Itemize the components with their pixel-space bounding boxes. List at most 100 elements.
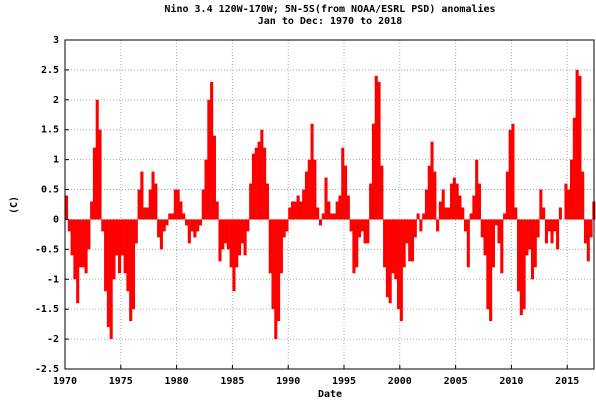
bar xyxy=(215,201,219,220)
bar xyxy=(226,219,230,250)
bar xyxy=(380,165,384,220)
bar xyxy=(176,189,180,220)
bar xyxy=(544,219,548,244)
bar xyxy=(505,171,509,220)
bar xyxy=(148,189,152,220)
y-tick-label: -2.5 xyxy=(35,364,59,375)
bar xyxy=(341,147,345,220)
x-tick-label: 2000 xyxy=(388,376,412,387)
bar xyxy=(313,159,317,220)
bar xyxy=(237,219,242,256)
bar xyxy=(106,219,110,328)
y-tick-label: 3 xyxy=(53,35,59,46)
bar xyxy=(73,219,77,280)
x-tick-label: 2015 xyxy=(555,376,579,387)
bar xyxy=(263,147,267,220)
bar xyxy=(316,207,320,220)
bar xyxy=(249,183,253,220)
bar xyxy=(129,219,133,322)
bar xyxy=(385,219,389,298)
bar xyxy=(463,219,468,232)
bar xyxy=(547,219,551,232)
bar xyxy=(519,219,523,316)
bar xyxy=(338,195,342,220)
bar xyxy=(115,219,119,256)
bar xyxy=(450,183,454,220)
bar xyxy=(570,159,574,220)
plot-frame xyxy=(64,39,595,370)
bar xyxy=(145,207,150,220)
bar xyxy=(332,213,336,220)
bar xyxy=(240,219,244,244)
bar xyxy=(165,219,169,226)
bar xyxy=(511,123,515,220)
bar xyxy=(92,147,96,220)
x-tick-label: 1980 xyxy=(165,376,189,387)
bar xyxy=(494,219,498,226)
bar xyxy=(288,207,292,220)
bar xyxy=(187,219,191,244)
bar xyxy=(539,189,543,220)
bar xyxy=(503,213,507,220)
bar xyxy=(530,219,535,280)
bar xyxy=(251,153,256,220)
bar xyxy=(447,207,451,220)
bar xyxy=(419,219,423,232)
bar xyxy=(550,219,554,244)
bar xyxy=(583,219,588,244)
bar xyxy=(210,81,214,220)
bar xyxy=(196,219,200,232)
x-tick-label: 1995 xyxy=(332,376,356,387)
bar xyxy=(67,219,71,232)
bar xyxy=(212,135,216,220)
y-tick-label: -0.5 xyxy=(35,244,59,255)
bar xyxy=(355,219,359,268)
bar xyxy=(438,201,442,220)
bar xyxy=(391,219,395,274)
bar xyxy=(558,207,562,220)
bar xyxy=(310,123,314,220)
bar xyxy=(123,219,127,274)
bar xyxy=(140,171,144,220)
bar xyxy=(452,177,456,220)
bar xyxy=(198,219,203,226)
bar xyxy=(458,195,462,220)
bar xyxy=(282,219,286,238)
bar xyxy=(307,159,311,220)
bar xyxy=(352,219,356,274)
chart-subtitle: Jan to Dec: 1970 to 2018 xyxy=(258,16,403,27)
bar xyxy=(349,219,353,232)
bar xyxy=(95,99,99,220)
bar xyxy=(159,219,163,250)
bar xyxy=(98,129,102,220)
bar xyxy=(402,219,406,268)
chart-title: Nino 3.4 120W-170W; 5N-5S(from NOAA/ESRL… xyxy=(164,3,495,15)
bar xyxy=(207,99,211,220)
bar xyxy=(578,75,582,220)
bar xyxy=(109,219,113,340)
y-tick-label: 2.5 xyxy=(41,65,59,76)
bar xyxy=(377,81,381,220)
bar xyxy=(293,201,297,220)
bar xyxy=(433,171,437,220)
bar xyxy=(410,219,415,262)
bar xyxy=(90,201,94,220)
x-tick-label: 1990 xyxy=(276,376,300,387)
bar xyxy=(131,219,136,310)
x-tick-label: 1970 xyxy=(53,376,77,387)
bar xyxy=(455,183,459,220)
bar xyxy=(581,171,585,220)
bar xyxy=(134,219,138,244)
bar xyxy=(383,219,387,268)
bar xyxy=(190,219,194,232)
bar xyxy=(112,219,116,280)
bar xyxy=(173,189,177,220)
x-tick-label: 2005 xyxy=(444,376,468,387)
bar xyxy=(76,219,80,304)
bar xyxy=(572,117,576,220)
bar xyxy=(466,219,470,268)
bar xyxy=(268,219,272,274)
bar xyxy=(444,207,448,220)
y-tick-label: 0.5 xyxy=(41,185,59,196)
x-axis-label: Date xyxy=(318,389,342,400)
